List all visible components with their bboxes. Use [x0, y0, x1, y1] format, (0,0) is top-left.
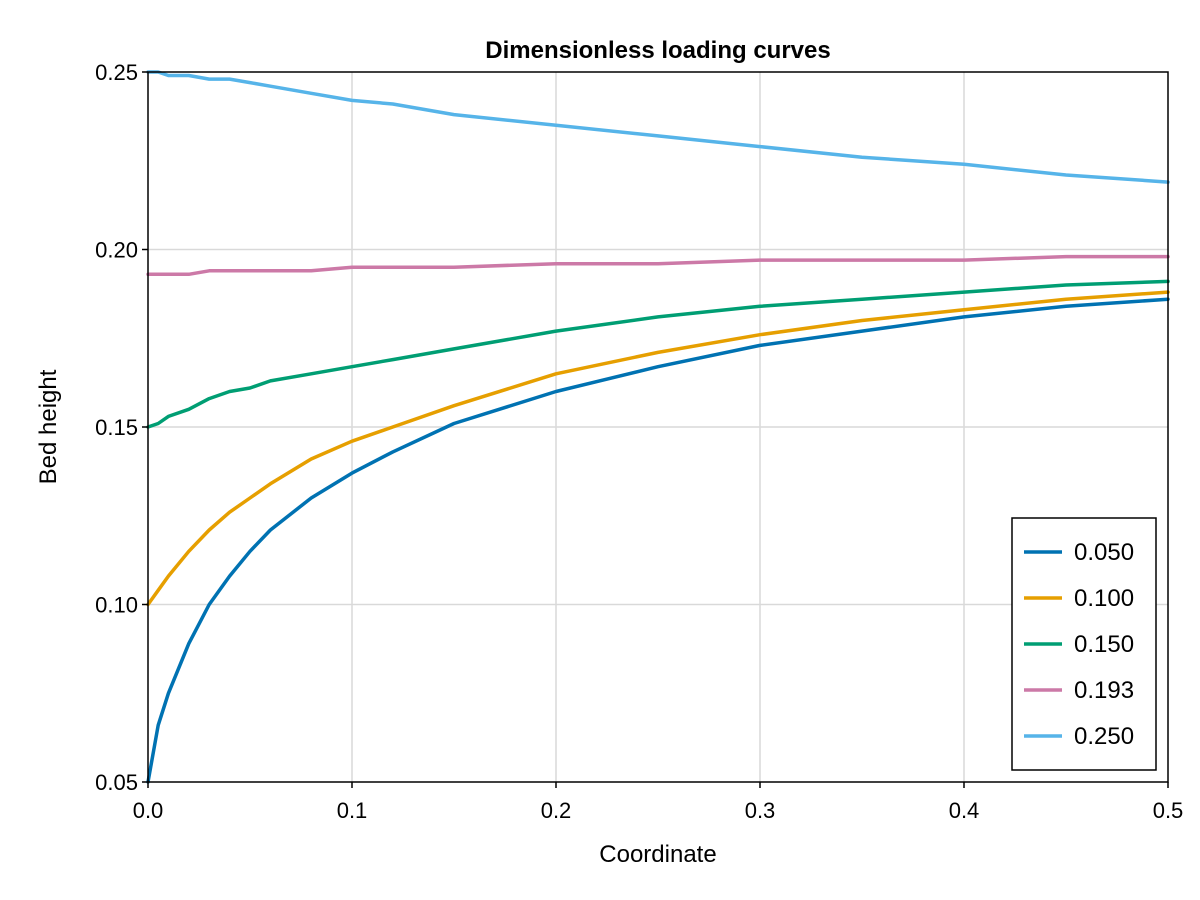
y-tick-label: 0.25: [95, 60, 138, 85]
x-tick-label: 0.0: [133, 798, 164, 823]
legend-label: 0.050: [1074, 539, 1134, 566]
y-tick-label: 0.05: [95, 770, 138, 795]
series-lines: [146, 70, 1170, 784]
legend-label: 0.250: [1074, 723, 1134, 750]
x-tick-label: 0.2: [541, 798, 572, 823]
series-line-0.150: [146, 279, 1170, 429]
legend-label: 0.100: [1074, 585, 1134, 612]
x-tick-label: 0.3: [745, 798, 776, 823]
chart-title: Dimensionless loading curves: [485, 37, 830, 64]
x-tick-label: 0.1: [337, 798, 368, 823]
legend-label: 0.150: [1074, 631, 1134, 658]
x-tick-label: 0.5: [1153, 798, 1184, 823]
axis-ticks: 0.0 0.1 0.2 0.3 0.4 0.5 0.05 0.10 0.15 0.20 0.25: [95, 60, 1183, 823]
x-tick-label: 0.4: [949, 798, 980, 823]
legend: 0.050 0.100 0.150 0.193 0.250: [1011, 517, 1157, 771]
grid-lines: [148, 72, 1168, 782]
y-axis-label: Bed height: [35, 369, 62, 484]
y-tick-label: 0.20: [95, 238, 138, 263]
series-line-0.250: [146, 70, 1170, 184]
series-line-0.193: [146, 254, 1170, 277]
x-axis-label: Coordinate: [599, 841, 716, 868]
series-line-0.100: [146, 290, 1170, 607]
y-tick-label: 0.15: [95, 415, 138, 440]
legend-label: 0.193: [1074, 677, 1134, 704]
y-tick-label: 0.10: [95, 593, 138, 618]
series-line-0.050: [146, 297, 1170, 784]
